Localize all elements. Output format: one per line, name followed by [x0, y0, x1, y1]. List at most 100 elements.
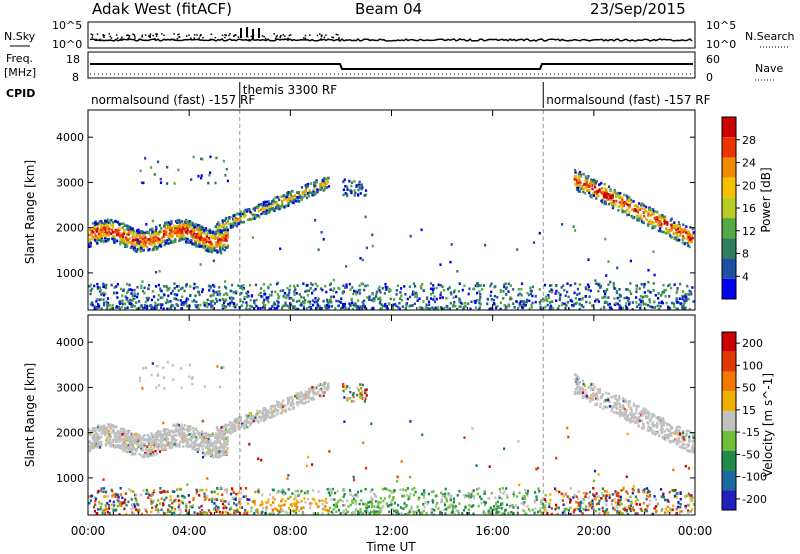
- range-cell: [127, 436, 130, 439]
- range-cell: [342, 180, 345, 183]
- range-cell: [121, 428, 124, 431]
- range-cell: [573, 390, 576, 394]
- range-cell: [284, 408, 287, 412]
- range-cell: [635, 409, 638, 412]
- range-cell: [165, 434, 168, 438]
- range-cell: [279, 403, 282, 407]
- range-cell: [647, 304, 650, 307]
- range-cell: [636, 209, 639, 212]
- range-cell: [195, 436, 198, 439]
- range-cell: [358, 284, 361, 288]
- range-cell: [604, 292, 607, 296]
- range-cell: [103, 303, 106, 307]
- range-cell: [104, 427, 107, 431]
- range-cell: [126, 238, 129, 242]
- range-cell: [202, 438, 205, 442]
- range-cell: [207, 303, 210, 306]
- range-cell: [218, 238, 221, 241]
- range-cell: [119, 436, 122, 440]
- range-cell: [531, 285, 534, 289]
- noise-search-dot: [134, 37, 136, 39]
- range-cell: [98, 230, 101, 233]
- range-cell: [656, 423, 659, 427]
- range-cell: [683, 241, 686, 245]
- range-cell: [185, 237, 188, 240]
- range-cell: [630, 406, 633, 410]
- range-cell: [187, 445, 190, 448]
- noise-search-dot: [173, 33, 175, 35]
- range-cell: [243, 423, 246, 427]
- range-cell: [288, 288, 291, 292]
- range-cell: [670, 439, 673, 443]
- range-cell: [119, 430, 122, 434]
- range-cell: [226, 231, 229, 234]
- range-cell: [445, 305, 448, 308]
- range-cell: [153, 237, 156, 240]
- range-cell: [113, 235, 116, 238]
- range-cell: [302, 307, 306, 311]
- noise-left-label: N.Sky: [4, 30, 36, 43]
- range-cell: [543, 283, 547, 287]
- noise-search-dot: [170, 38, 173, 40]
- range-cell: [548, 290, 551, 293]
- range-cell: [170, 303, 173, 307]
- range-cell: [373, 297, 376, 300]
- range-cell: [239, 419, 242, 422]
- range-cell: [176, 443, 179, 446]
- range-cell: [166, 300, 170, 304]
- range-cell: [683, 236, 686, 240]
- noise-search-dot: [121, 36, 123, 39]
- range-cell: [512, 302, 515, 305]
- range-cell: [131, 304, 135, 307]
- range-cell: [600, 187, 603, 190]
- range-cell: [580, 187, 583, 191]
- range-cell: [223, 452, 226, 456]
- range-cell: [439, 263, 442, 266]
- range-cell: [573, 178, 576, 181]
- range-cell: [652, 282, 655, 285]
- range-cell: [188, 433, 191, 436]
- range-cell: [530, 306, 533, 309]
- range-cell: [179, 287, 183, 291]
- range-cell: [216, 365, 219, 368]
- range-cell: [135, 441, 138, 445]
- range-cell: [136, 437, 139, 440]
- range-cell: [184, 437, 187, 441]
- range-cell: [680, 228, 683, 231]
- range-cell: [669, 440, 672, 444]
- noise-search-dot: [323, 36, 326, 38]
- range-cell: [646, 410, 649, 414]
- range-cell: [303, 402, 307, 405]
- range-cell: [150, 373, 153, 377]
- range-cell: [181, 301, 184, 304]
- range-cell: [144, 244, 147, 248]
- range-cell: [186, 430, 189, 433]
- range-cell: [281, 409, 284, 413]
- range-cell: [109, 221, 112, 224]
- range-cell: [164, 231, 167, 234]
- range-cell: [282, 289, 285, 292]
- range-cell: [99, 298, 102, 301]
- range-cell: [160, 241, 163, 245]
- range-cell: [296, 196, 299, 199]
- range-cell: [220, 437, 223, 440]
- range-cell: [141, 455, 144, 459]
- range-cell: [225, 452, 228, 456]
- range-cell: [254, 206, 257, 210]
- range-cell: [192, 287, 196, 290]
- range-cell: [604, 290, 607, 293]
- range-cell: [663, 216, 666, 220]
- range-cell: [102, 226, 105, 230]
- range-cell: [203, 385, 206, 388]
- noise-search-dot: [103, 34, 106, 37]
- range-cell: [158, 439, 161, 442]
- range-cell: [334, 307, 337, 310]
- range-cell: [385, 305, 388, 308]
- range-cell: [314, 192, 318, 195]
- range-cell: [281, 407, 284, 411]
- range-cell: [605, 191, 608, 194]
- range-cell: [138, 245, 142, 249]
- range-cell: [445, 296, 448, 300]
- range-cell: [623, 408, 626, 411]
- range-cell: [100, 293, 103, 296]
